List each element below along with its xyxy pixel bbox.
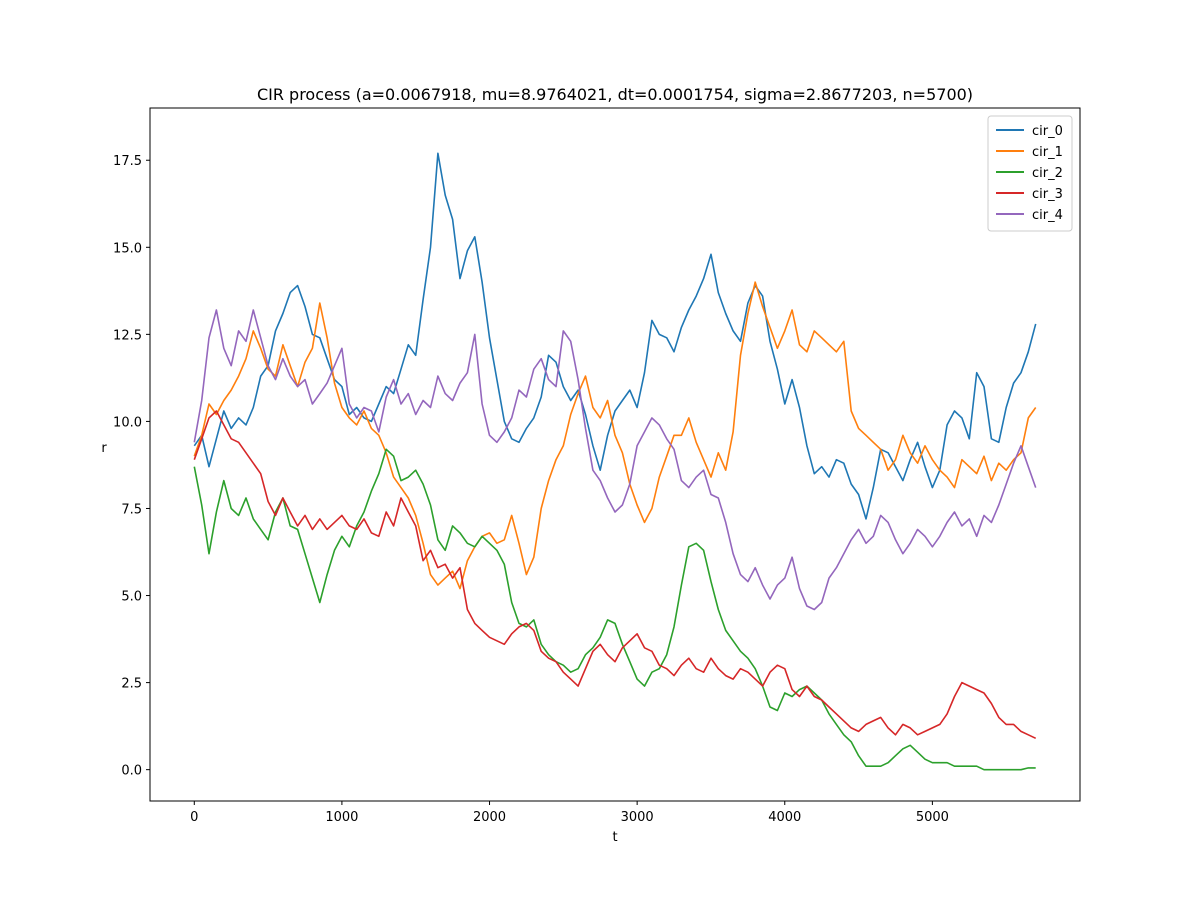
series-line-cir_2 [193, 448, 1036, 771]
y-axis: 0.0 2.5 5.0 7.5 10.0 12.5 15.0 17.5 [113, 154, 150, 779]
y-axis-label: r [101, 441, 107, 456]
y-tick-label: 12.5 [113, 328, 142, 343]
y-tick-label: 7.5 [121, 502, 142, 517]
series-line-cir_4 [193, 309, 1037, 611]
series-line-cir_1 [193, 281, 1037, 590]
y-tick-label: 15.0 [113, 241, 142, 256]
x-tick-label: 5000 [916, 810, 949, 825]
series-line-cir_3 [193, 410, 1037, 740]
series-layer [193, 152, 1037, 771]
legend-label-cir_4: cir_4 [1032, 208, 1063, 223]
legend-label-cir_3: cir_3 [1032, 187, 1063, 202]
x-tick-label: 2000 [473, 810, 506, 825]
legend-label-cir_1: cir_1 [1032, 145, 1063, 160]
x-tick-label: 3000 [621, 810, 654, 825]
x-axis-label: t [612, 830, 617, 845]
legend: cir_0 cir_1 cir_2 cir_3 cir_4 [987, 115, 1073, 232]
series-line-cir_0 [193, 152, 1037, 520]
legend-label-cir_0: cir_0 [1032, 124, 1063, 139]
x-axis: 0 1000 2000 3000 4000 5000 [190, 801, 949, 825]
y-tick-label: 17.5 [113, 154, 142, 169]
x-tick-label: 1000 [325, 810, 358, 825]
y-tick-label: 5.0 [121, 590, 142, 605]
y-tick-label: 10.0 [113, 415, 142, 430]
legend-box [987, 115, 1073, 232]
y-tick-label: 2.5 [121, 677, 142, 692]
y-tick-label: 0.0 [121, 764, 142, 779]
x-tick-label: 0 [190, 810, 198, 825]
plot-area [149, 107, 1081, 802]
chart-title: CIR process (a=0.0067918, mu=8.9764021, … [257, 85, 973, 104]
x-tick-label: 4000 [768, 810, 801, 825]
legend-label-cir_2: cir_2 [1032, 166, 1063, 181]
